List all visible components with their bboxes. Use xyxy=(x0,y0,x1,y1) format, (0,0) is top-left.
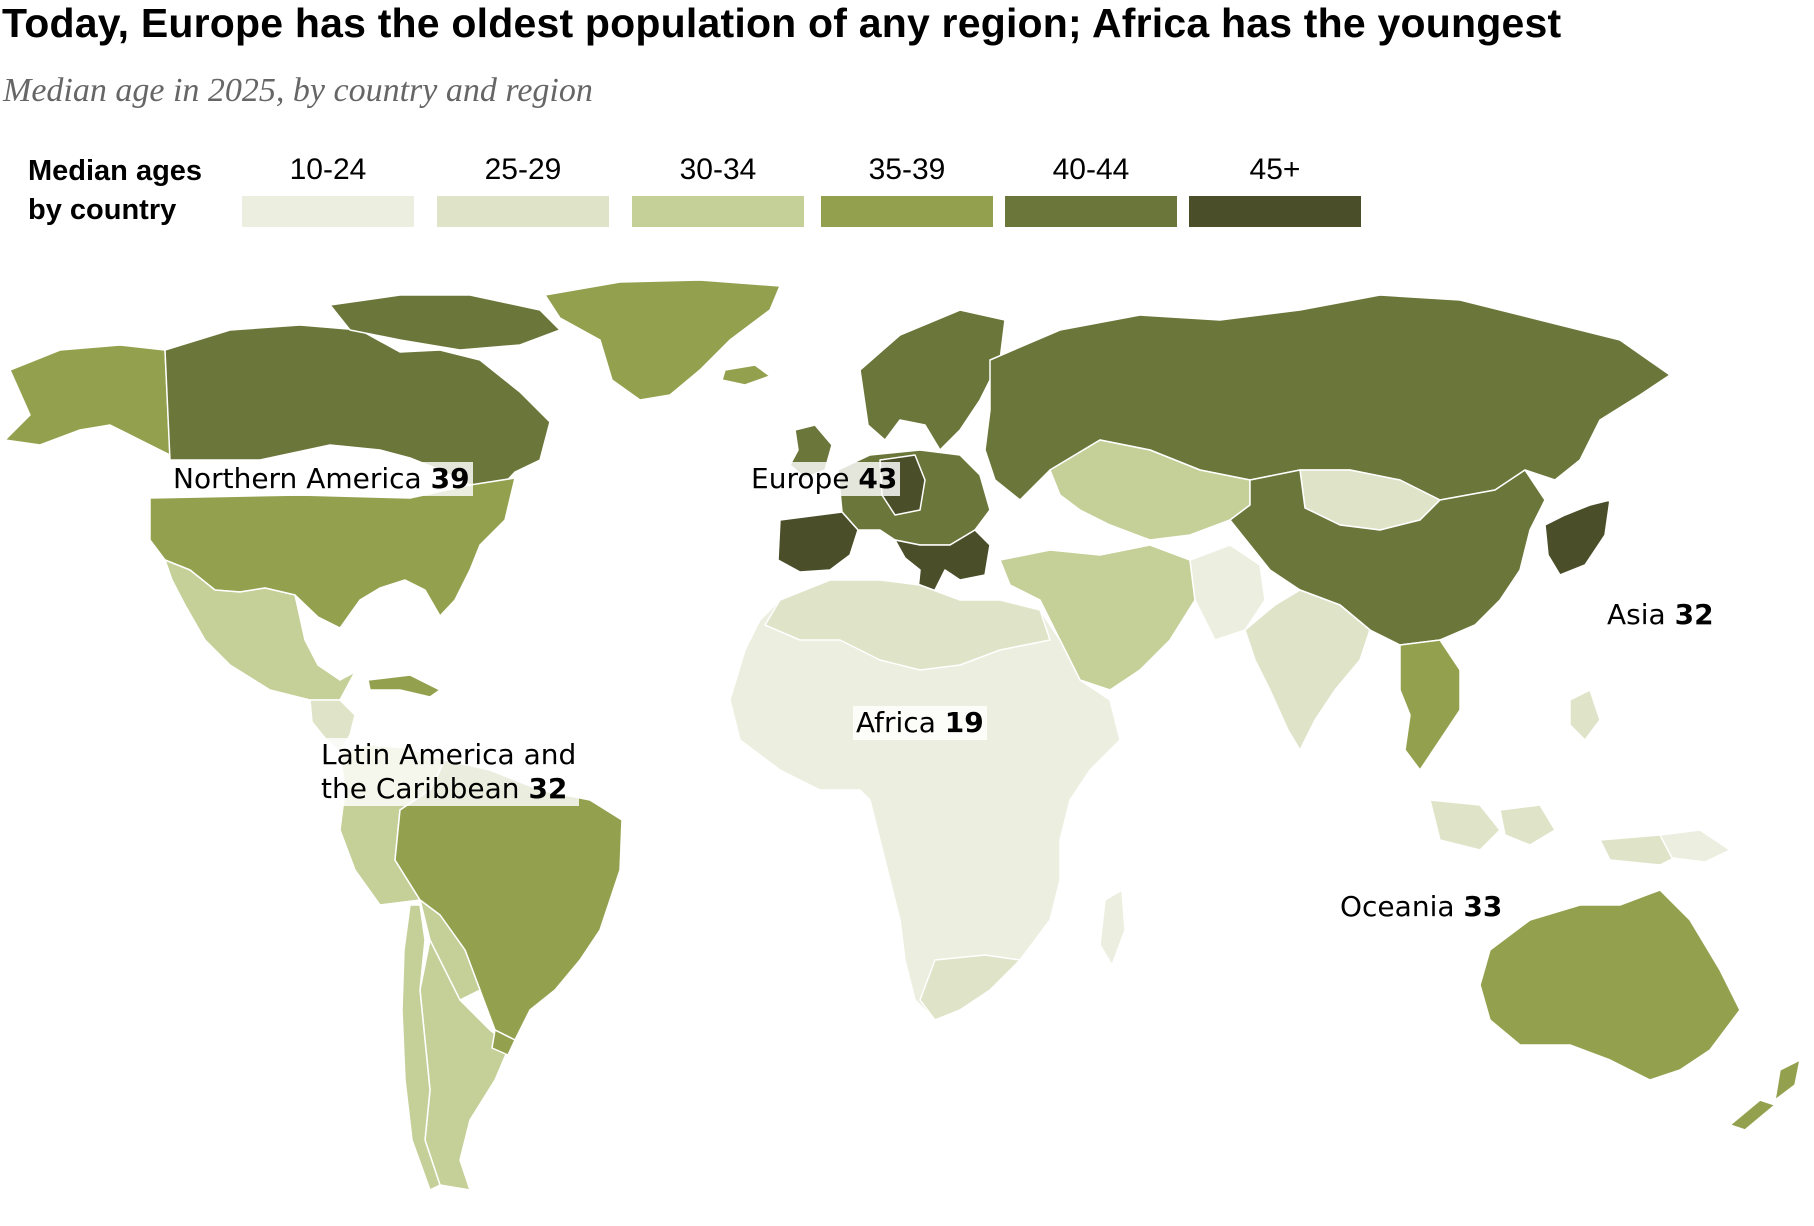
legend-label: 10-24 xyxy=(289,153,367,186)
legend-swatch xyxy=(1189,196,1361,227)
map-country-greenland xyxy=(544,279,781,401)
region-value: 32 xyxy=(528,772,568,805)
legend-swatch xyxy=(821,196,993,227)
region-name: Europe xyxy=(751,462,850,495)
region-value: 19 xyxy=(944,706,984,739)
region-value: 39 xyxy=(430,462,470,495)
map-country-mexico xyxy=(164,559,356,701)
map-italy-balkans xyxy=(894,529,991,601)
chart-subtitle: Median age in 2025, by country and regio… xyxy=(3,72,593,109)
map-caribbean xyxy=(367,674,441,698)
chart-title: Today, Europe has the oldest population … xyxy=(2,0,1562,46)
region-name: Oceania xyxy=(1340,890,1455,923)
map-afghanistan-pakistan xyxy=(1189,544,1266,641)
map-country-brazil xyxy=(394,759,623,1041)
legend-label: 40-44 xyxy=(1052,153,1130,186)
world-map xyxy=(4,279,1801,1191)
legend-item-30-34: 30-34 xyxy=(632,152,804,227)
region-label-asia: Asia 32 xyxy=(1607,598,1714,632)
legend-label: 45+ xyxy=(1249,153,1301,186)
map-country-china xyxy=(1229,469,1546,646)
legend-swatch xyxy=(632,196,804,227)
legend-swatch xyxy=(437,196,609,227)
map-southeast-asia xyxy=(1399,639,1461,771)
map-maritime-southeast-asia xyxy=(1429,689,1691,866)
legend-item-45-plus: 45+ xyxy=(1189,152,1361,227)
region-label-europe: Europe 43 xyxy=(748,462,901,496)
legend-item-25-29: 25-29 xyxy=(437,152,609,227)
map-country-chile xyxy=(401,904,441,1191)
map-korea-japan xyxy=(1544,499,1611,576)
region-value: 43 xyxy=(858,462,898,495)
legend-label: 30-34 xyxy=(679,153,757,186)
region-name: Northern America xyxy=(173,462,422,495)
region-label-oceania: Oceania 33 xyxy=(1340,890,1502,924)
map-country-iceland xyxy=(721,364,771,386)
legend-label: 25-29 xyxy=(484,153,562,186)
map-middle-east xyxy=(999,544,1196,691)
legend-heading: Median ages by country xyxy=(28,152,202,230)
region-name: Asia xyxy=(1607,598,1666,631)
region-label-africa: Africa 19 xyxy=(853,706,987,740)
region-name: Africa xyxy=(856,706,936,739)
region-value: 33 xyxy=(1463,890,1503,923)
region-label-latin-america: Latin America and the Caribbean 32 xyxy=(318,738,580,806)
legend-heading-line1: Median ages xyxy=(28,155,203,187)
region-label-northern-america: Northern America 39 xyxy=(170,462,473,496)
legend-item-40-44: 40-44 xyxy=(1005,152,1177,227)
legend-swatch xyxy=(1005,196,1177,227)
region-name-line1: Latin America and xyxy=(321,738,577,771)
map-north-africa xyxy=(764,579,1051,671)
map-southern-africa xyxy=(919,954,1021,1021)
map-country-papua-new-guinea xyxy=(1659,829,1731,863)
legend-label: 35-39 xyxy=(868,153,946,186)
map-country-new-zealand xyxy=(1729,1059,1801,1131)
map-country-uruguay xyxy=(491,1029,516,1056)
legend-heading-line2: by country xyxy=(28,194,177,226)
legend-swatch xyxy=(242,196,414,227)
map-country-australia xyxy=(1479,889,1741,1081)
legend-item-35-39: 35-39 xyxy=(821,152,993,227)
map-country-madagascar xyxy=(1099,889,1126,966)
map-country-alaska xyxy=(4,344,171,456)
map-canada-arctic-islands xyxy=(329,294,561,351)
map-country-india xyxy=(1244,589,1371,751)
region-value: 32 xyxy=(1674,598,1714,631)
map-scandinavia xyxy=(859,309,1006,451)
region-name-line2: the Caribbean xyxy=(321,772,520,805)
map-iberia xyxy=(777,511,859,573)
legend-item-10-24: 10-24 xyxy=(242,152,414,227)
